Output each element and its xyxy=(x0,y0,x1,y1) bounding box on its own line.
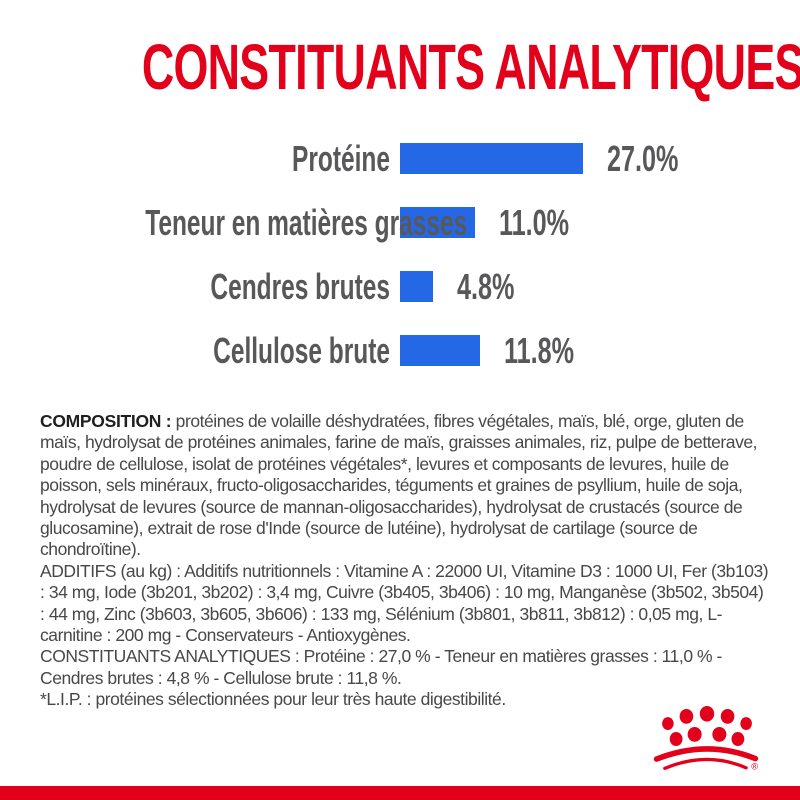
chart-row: Cendres brutes 4.8% xyxy=(30,266,800,307)
chart-row: Teneur en matières grasses 11.0% xyxy=(30,202,800,243)
bar-value-label: 4.8% xyxy=(457,266,515,307)
page-title-text: CONSTITUANTS ANALYTIQUES xyxy=(141,31,800,103)
composition-paragraph: COMPOSITION : protéines de volaille désh… xyxy=(40,411,772,561)
royal-canin-crown-icon: ® xyxy=(650,704,764,771)
bar-label: Cellulose brute xyxy=(213,330,390,371)
bar xyxy=(400,143,583,174)
analytical-constituents-paragraph: CONSTITUANTS ANALYTIQUES : Protéine : 27… xyxy=(40,646,722,688)
bar xyxy=(400,271,433,302)
composition-label: COMPOSITION : xyxy=(40,411,172,431)
bar-value-label: 11.0% xyxy=(499,202,570,243)
bar xyxy=(400,207,475,238)
footer-red-bar xyxy=(0,786,800,800)
crown-icon-svg: ® xyxy=(653,705,758,771)
bar-label: Cendres brutes xyxy=(210,266,390,307)
analytical-constituents-bar-chart: Protéine 27.0% Teneur en matières grasses 1… xyxy=(30,138,800,399)
page-title: CONSTITUANTS ANALYTIQUES xyxy=(0,31,800,103)
lip-footnote: *L.I.P. : protéines sélectionnées pour l… xyxy=(40,689,506,710)
composition-text: protéines de volaille déshydratées, fibr… xyxy=(40,411,758,560)
chart-row: Protéine 27.0% xyxy=(30,138,800,179)
ingredients-text-block: COMPOSITION : protéines de volaille désh… xyxy=(40,411,772,711)
chart-row: Cellulose brute 11.8% xyxy=(30,330,800,371)
bar-label: Protéine xyxy=(292,138,390,179)
registered-mark: ® xyxy=(751,761,758,771)
bar-label: Teneur en matières grasses xyxy=(145,202,468,243)
bar-value-label: 27.0% xyxy=(607,138,679,179)
additives-paragraph: ADDITIFS (au kg) : Additifs nutritionnel… xyxy=(40,560,769,646)
bar-value-label: 11.8% xyxy=(504,330,575,371)
bar xyxy=(400,335,480,366)
